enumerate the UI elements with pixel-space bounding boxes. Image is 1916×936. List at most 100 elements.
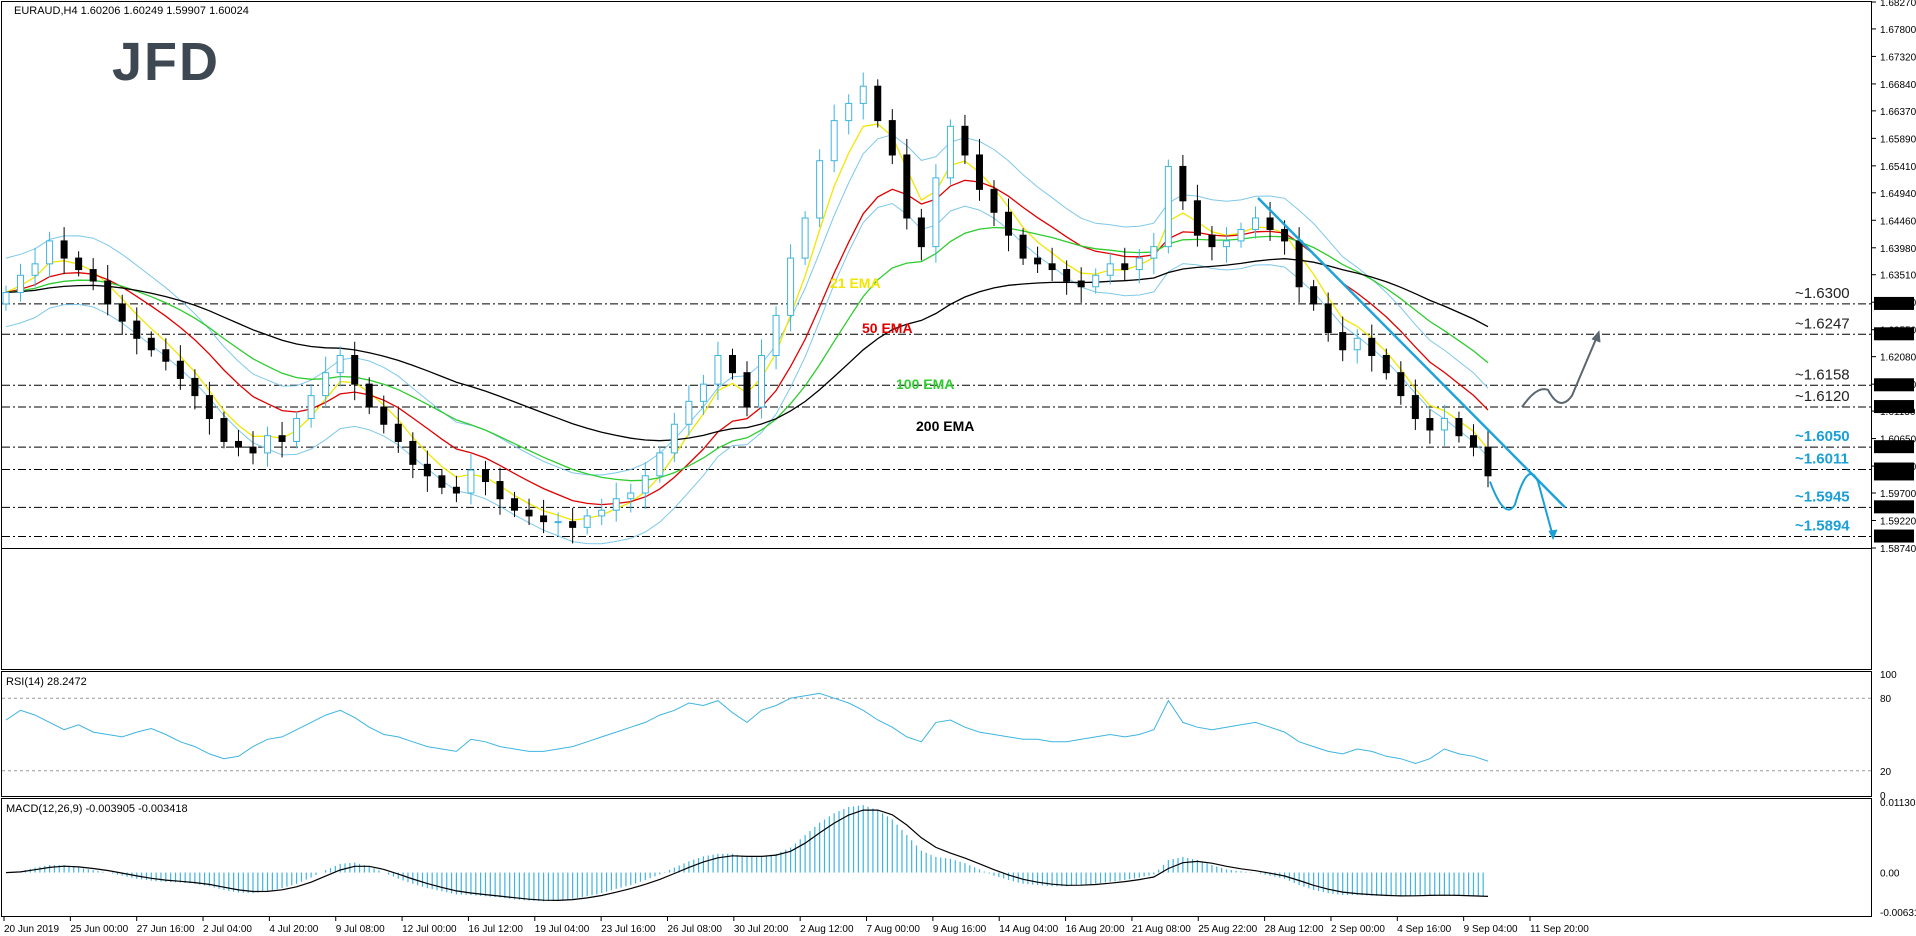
candle-body	[46, 240, 54, 265]
candle-body	[874, 85, 882, 122]
candle-body	[467, 469, 475, 494]
ema-label: 50 EMA	[862, 320, 913, 336]
price-tick-label: 1.59220	[1880, 516, 1916, 527]
candle-body	[859, 85, 867, 104]
candle-body	[569, 521, 577, 528]
candle-body	[1469, 435, 1477, 448]
candle-body	[249, 446, 257, 454]
time-label: 27 Jun 16:00	[137, 924, 195, 935]
candle-body	[758, 354, 766, 408]
time-label: 4 Jul 20:00	[269, 924, 318, 935]
candle-body	[511, 498, 519, 511]
ema-line	[5, 258, 1489, 442]
macd-panel: 0.011303 0.00 -0.006319	[5, 798, 1916, 919]
time-label: 23 Jul 16:00	[601, 924, 656, 935]
candle-body	[1193, 200, 1201, 236]
rsi-tick-label: 80	[1880, 694, 1892, 705]
macd-signal-line	[5, 809, 1489, 902]
candle-body	[1382, 354, 1390, 374]
level-price-box-text: 1.58940	[1877, 532, 1914, 543]
time-label: 20 Jun 2019	[4, 924, 59, 935]
time-label: 9 Aug 16:00	[933, 924, 987, 935]
candle-body	[1150, 246, 1158, 259]
price-tick-label: 1.59700	[1880, 489, 1916, 500]
time-label: 2 Jul 04:00	[203, 924, 252, 935]
candle-body	[1339, 332, 1347, 351]
candle-body	[264, 435, 272, 454]
candle-body	[307, 395, 315, 420]
candle-body	[1237, 228, 1245, 242]
candle-body	[1135, 257, 1143, 271]
price-tick-label: 1.63980	[1880, 244, 1916, 255]
ema-label: 21 EMA	[830, 275, 881, 291]
candle-body	[322, 372, 330, 397]
level-label: ~1.5894	[1795, 518, 1850, 535]
time-label: 26 Jul 08:00	[667, 924, 722, 935]
candle-body	[888, 120, 896, 156]
time-label: 14 Aug 04:00	[999, 924, 1058, 935]
time-label: 21 Aug 08:00	[1132, 924, 1191, 935]
candle-body	[17, 274, 25, 293]
candle-body	[903, 154, 911, 219]
price-tick-label: 1.63510	[1880, 271, 1916, 282]
candle-body	[1266, 217, 1274, 230]
candle-body	[932, 177, 940, 248]
time-label: 16 Aug 20:00	[1066, 924, 1125, 935]
candle-body	[1353, 337, 1361, 351]
candle-body	[990, 188, 998, 213]
candle-body	[641, 475, 649, 494]
level-labels: ~1.6300 1.63000 ~1.6247 1.62470 ~1.6158 1.615…	[1795, 285, 1914, 543]
candle-body	[1222, 240, 1230, 248]
price-tick-label: 1.65410	[1880, 162, 1916, 173]
level-price-box-text: 1.61580	[1877, 380, 1914, 391]
time-label: 30 Jul 20:00	[734, 924, 789, 935]
candle-body	[394, 423, 402, 442]
candle-body	[1281, 228, 1289, 242]
symbol-header: EURAUD,H4 1.60206 1.60249 1.59907 1.6002…	[14, 5, 249, 17]
price-tick-label: 1.66370	[1880, 107, 1916, 118]
candle-body	[1324, 303, 1332, 334]
candle-body	[31, 263, 39, 276]
candle-body	[656, 452, 664, 477]
level-price-box	[1874, 529, 1914, 543]
candle-body	[336, 354, 344, 374]
price-tick-label: 1.64940	[1880, 189, 1916, 200]
candle-body	[176, 360, 184, 379]
bullish-arrowhead	[1591, 330, 1601, 343]
candle-body	[496, 481, 504, 500]
level-price-box	[1874, 378, 1914, 392]
ema-line	[5, 226, 1489, 482]
candle-body	[438, 475, 446, 488]
price-tick-label: 1.58740	[1880, 544, 1916, 555]
time-axis: 20 Jun 2019 25 Jun 00:00 27 Jun 16:00 2 Jul…	[3, 917, 1589, 935]
candle-body	[714, 354, 722, 385]
candle-body	[801, 217, 809, 259]
time-label: 9 Jul 08:00	[336, 924, 385, 935]
candle-body	[1252, 217, 1260, 230]
candle-body	[293, 418, 301, 442]
time-label: 28 Aug 12:00	[1265, 924, 1324, 935]
price-tick-label: 1.68270	[1880, 0, 1916, 9]
candle-body	[278, 435, 286, 442]
candle-body	[540, 515, 548, 523]
candle-body	[612, 498, 620, 511]
level-price-box-text: 1.63000	[1877, 299, 1914, 310]
candle-body	[423, 463, 431, 477]
price-tick-label: 1.62080	[1880, 353, 1916, 364]
price-tick-label: 1.67800	[1880, 25, 1916, 36]
candle-body	[481, 469, 489, 483]
candle-body	[147, 337, 155, 351]
candle-body	[670, 423, 678, 454]
level-price-box	[1874, 296, 1914, 310]
bollinger-bands	[5, 134, 1489, 545]
time-label: 19 Jul 04:00	[535, 924, 590, 935]
price-tick-label: 1.60650	[1880, 435, 1916, 446]
candle-body	[351, 354, 359, 385]
candle-body	[1368, 337, 1376, 356]
bollinger-upper	[5, 134, 1489, 476]
level-price-box	[1874, 500, 1914, 514]
rsi-tick-label: 100	[1880, 670, 1897, 681]
bearish-projection	[1489, 473, 1554, 537]
candle-body	[1310, 286, 1318, 305]
candle-body	[1077, 280, 1085, 288]
